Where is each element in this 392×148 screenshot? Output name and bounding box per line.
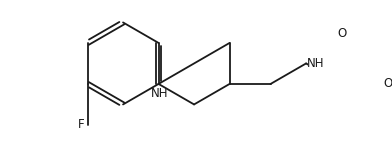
Text: NH: NH [307,57,325,70]
Text: O: O [337,27,346,40]
Text: F: F [78,118,84,131]
Text: O: O [384,77,392,90]
Text: NH: NH [151,87,169,100]
